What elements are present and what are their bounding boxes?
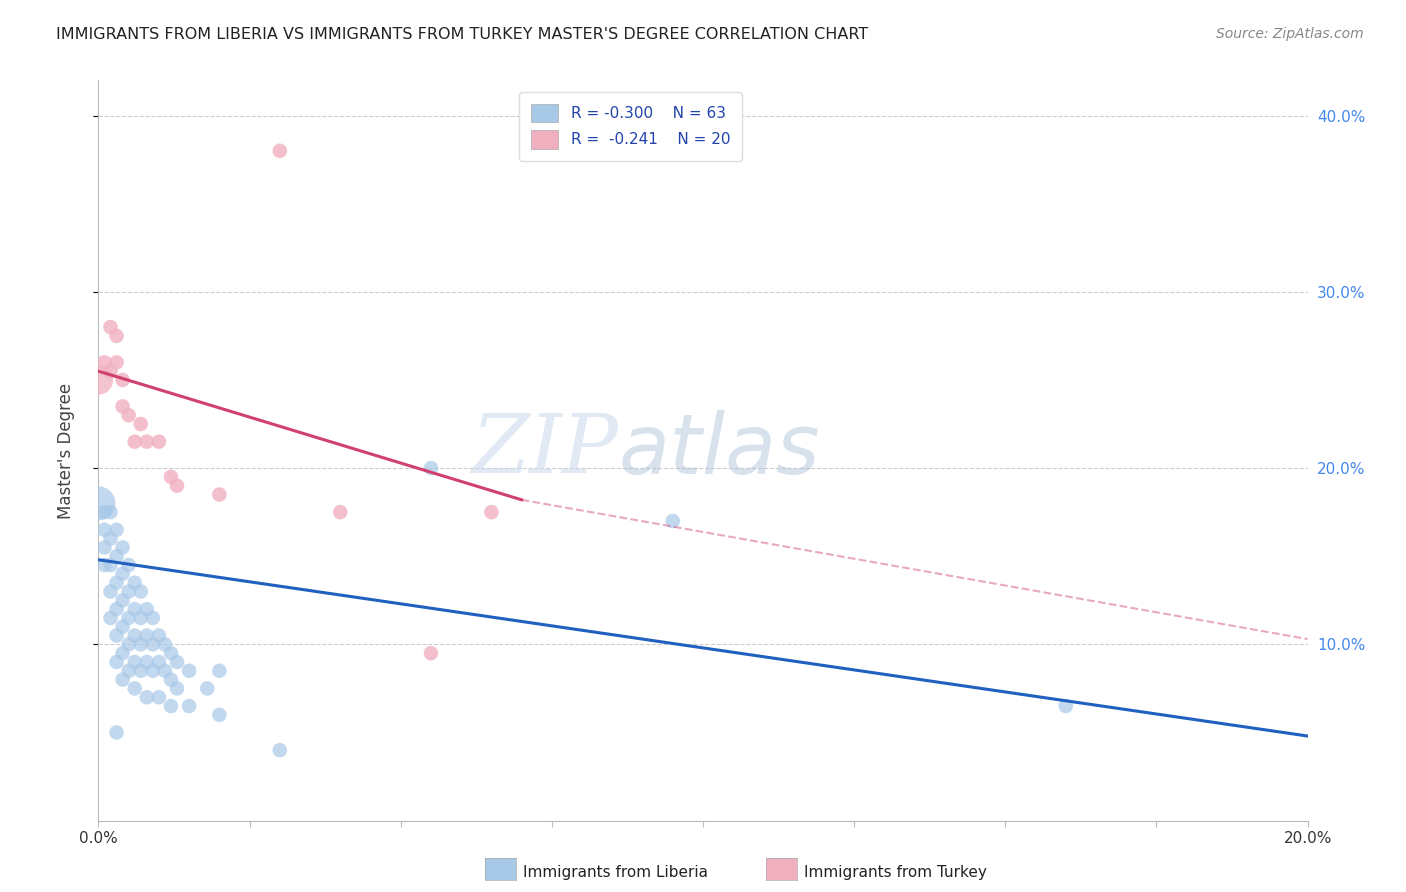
Point <box>420 646 443 660</box>
Point <box>118 408 141 422</box>
Point <box>661 514 683 528</box>
Point <box>105 602 128 616</box>
Point <box>269 144 291 158</box>
Point <box>118 664 141 678</box>
Point <box>105 655 128 669</box>
Point <box>329 505 352 519</box>
Point <box>148 655 170 669</box>
Point <box>111 673 134 687</box>
Point <box>148 628 170 642</box>
Y-axis label: Master's Degree: Master's Degree <box>56 383 75 518</box>
Point <box>179 664 201 678</box>
Point <box>124 655 146 669</box>
Point <box>129 664 152 678</box>
Point <box>142 637 165 651</box>
Point <box>111 593 134 607</box>
Text: ZIP: ZIP <box>471 410 619 491</box>
Point <box>148 434 170 449</box>
Point <box>166 655 188 669</box>
Point <box>111 541 134 555</box>
Point <box>124 681 146 696</box>
Point <box>87 373 110 387</box>
Point <box>420 461 443 475</box>
Point <box>87 496 110 510</box>
Point <box>100 558 122 572</box>
Point <box>111 566 134 581</box>
Point <box>153 637 176 651</box>
Point <box>93 523 115 537</box>
Point <box>269 743 291 757</box>
Text: Immigrants from Liberia: Immigrants from Liberia <box>523 865 709 880</box>
Point <box>129 417 152 431</box>
Point <box>100 320 122 334</box>
Point <box>1054 699 1077 714</box>
Point <box>129 637 152 651</box>
Point <box>208 487 231 501</box>
Point <box>93 541 115 555</box>
Point <box>135 655 157 669</box>
Point <box>160 470 183 484</box>
Point <box>100 505 122 519</box>
Point <box>135 690 157 705</box>
Point <box>118 584 141 599</box>
Point <box>124 434 146 449</box>
Point <box>118 637 141 651</box>
Point <box>100 364 122 378</box>
Point <box>105 329 128 343</box>
Point <box>93 505 115 519</box>
Point <box>105 628 128 642</box>
Point <box>142 664 165 678</box>
Point <box>160 699 183 714</box>
Point <box>100 611 122 625</box>
Point <box>142 611 165 625</box>
Point <box>160 673 183 687</box>
Point <box>129 584 152 599</box>
Point <box>111 373 134 387</box>
Point <box>135 628 157 642</box>
Point <box>135 434 157 449</box>
Point <box>118 558 141 572</box>
Point <box>208 664 231 678</box>
Legend: R = -0.300    N = 63, R =  -0.241    N = 20: R = -0.300 N = 63, R = -0.241 N = 20 <box>519 92 742 161</box>
Point <box>124 628 146 642</box>
Point <box>195 681 218 696</box>
Point <box>105 575 128 590</box>
Point <box>100 584 122 599</box>
Point <box>179 699 201 714</box>
Point <box>111 646 134 660</box>
Point <box>153 664 176 678</box>
Point <box>118 611 141 625</box>
Point <box>111 620 134 634</box>
Text: Source: ZipAtlas.com: Source: ZipAtlas.com <box>1216 27 1364 41</box>
Point <box>93 355 115 369</box>
Text: IMMIGRANTS FROM LIBERIA VS IMMIGRANTS FROM TURKEY MASTER'S DEGREE CORRELATION CH: IMMIGRANTS FROM LIBERIA VS IMMIGRANTS FR… <box>56 27 869 42</box>
Point <box>148 690 170 705</box>
Point <box>166 681 188 696</box>
Text: atlas: atlas <box>619 410 820 491</box>
Text: Immigrants from Turkey: Immigrants from Turkey <box>804 865 987 880</box>
Point <box>105 549 128 564</box>
Point <box>105 355 128 369</box>
Point <box>100 532 122 546</box>
Point <box>135 602 157 616</box>
Point <box>129 611 152 625</box>
Point <box>111 400 134 414</box>
Point <box>481 505 503 519</box>
Point <box>105 725 128 739</box>
Point <box>93 558 115 572</box>
Point <box>166 479 188 493</box>
Point <box>105 523 128 537</box>
Point <box>124 602 146 616</box>
Point <box>208 707 231 722</box>
Point <box>160 646 183 660</box>
Point <box>124 575 146 590</box>
